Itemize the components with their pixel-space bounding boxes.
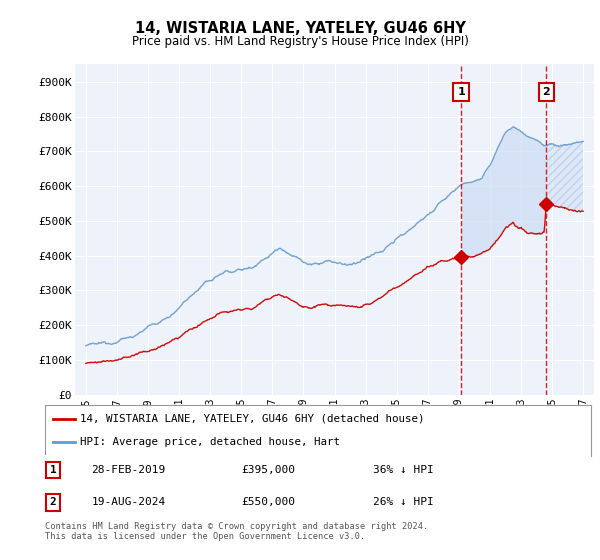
Text: 14, WISTARIA LANE, YATELEY, GU46 6HY (detached house): 14, WISTARIA LANE, YATELEY, GU46 6HY (de… — [80, 414, 425, 424]
Text: 1: 1 — [50, 465, 56, 475]
Text: 2: 2 — [50, 497, 56, 507]
Text: 1: 1 — [457, 87, 465, 97]
Text: 19-AUG-2024: 19-AUG-2024 — [91, 497, 166, 507]
Text: Price paid vs. HM Land Registry's House Price Index (HPI): Price paid vs. HM Land Registry's House … — [131, 35, 469, 48]
Text: 28-FEB-2019: 28-FEB-2019 — [91, 465, 166, 475]
Text: HPI: Average price, detached house, Hart: HPI: Average price, detached house, Hart — [80, 437, 340, 447]
Text: 14, WISTARIA LANE, YATELEY, GU46 6HY: 14, WISTARIA LANE, YATELEY, GU46 6HY — [134, 21, 466, 36]
Text: £395,000: £395,000 — [242, 465, 296, 475]
Text: 26% ↓ HPI: 26% ↓ HPI — [373, 497, 433, 507]
Text: 36% ↓ HPI: 36% ↓ HPI — [373, 465, 433, 475]
Text: £550,000: £550,000 — [242, 497, 296, 507]
Text: Contains HM Land Registry data © Crown copyright and database right 2024.
This d: Contains HM Land Registry data © Crown c… — [45, 522, 428, 542]
Text: 2: 2 — [542, 87, 550, 97]
